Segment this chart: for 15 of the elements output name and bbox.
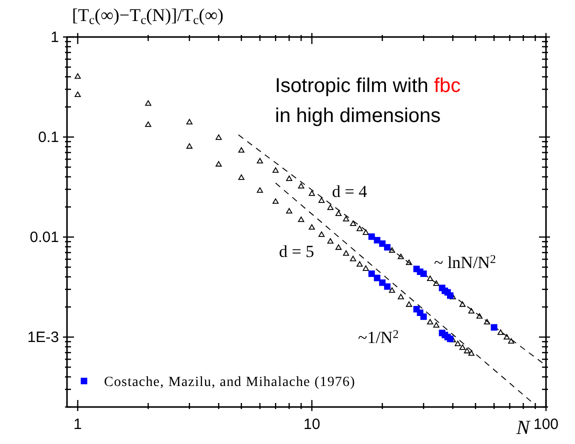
annotation: d = 4 (332, 182, 368, 201)
y-tick-label: 0.01 (30, 229, 59, 246)
x-tick-label: 1 (74, 416, 82, 433)
text: Isotropic film with fbc in high dimensions (275, 75, 461, 127)
y-axis-title: [T$_{c}$(∞)−T$_{c}$(N)]/T$_{c}$(∞) (72, 5, 224, 28)
x-axis-title: N (515, 417, 532, 439)
annotation: ~1/N$^{2}$ (358, 327, 399, 347)
y-tick-label: 1E-3 (27, 329, 59, 346)
legend-label: Costache, Mazilu, and Mihalache (1976) (104, 375, 356, 390)
annotation: ~ lnN/N$^{2}$ (434, 252, 496, 272)
y-tick-label: 0.1 (38, 129, 59, 146)
annotation: d = 5 (279, 242, 314, 261)
y-tick-label: 1 (50, 29, 59, 46)
x-tick-label: 100 (533, 416, 559, 433)
x-tick-label: 10 (304, 416, 320, 433)
